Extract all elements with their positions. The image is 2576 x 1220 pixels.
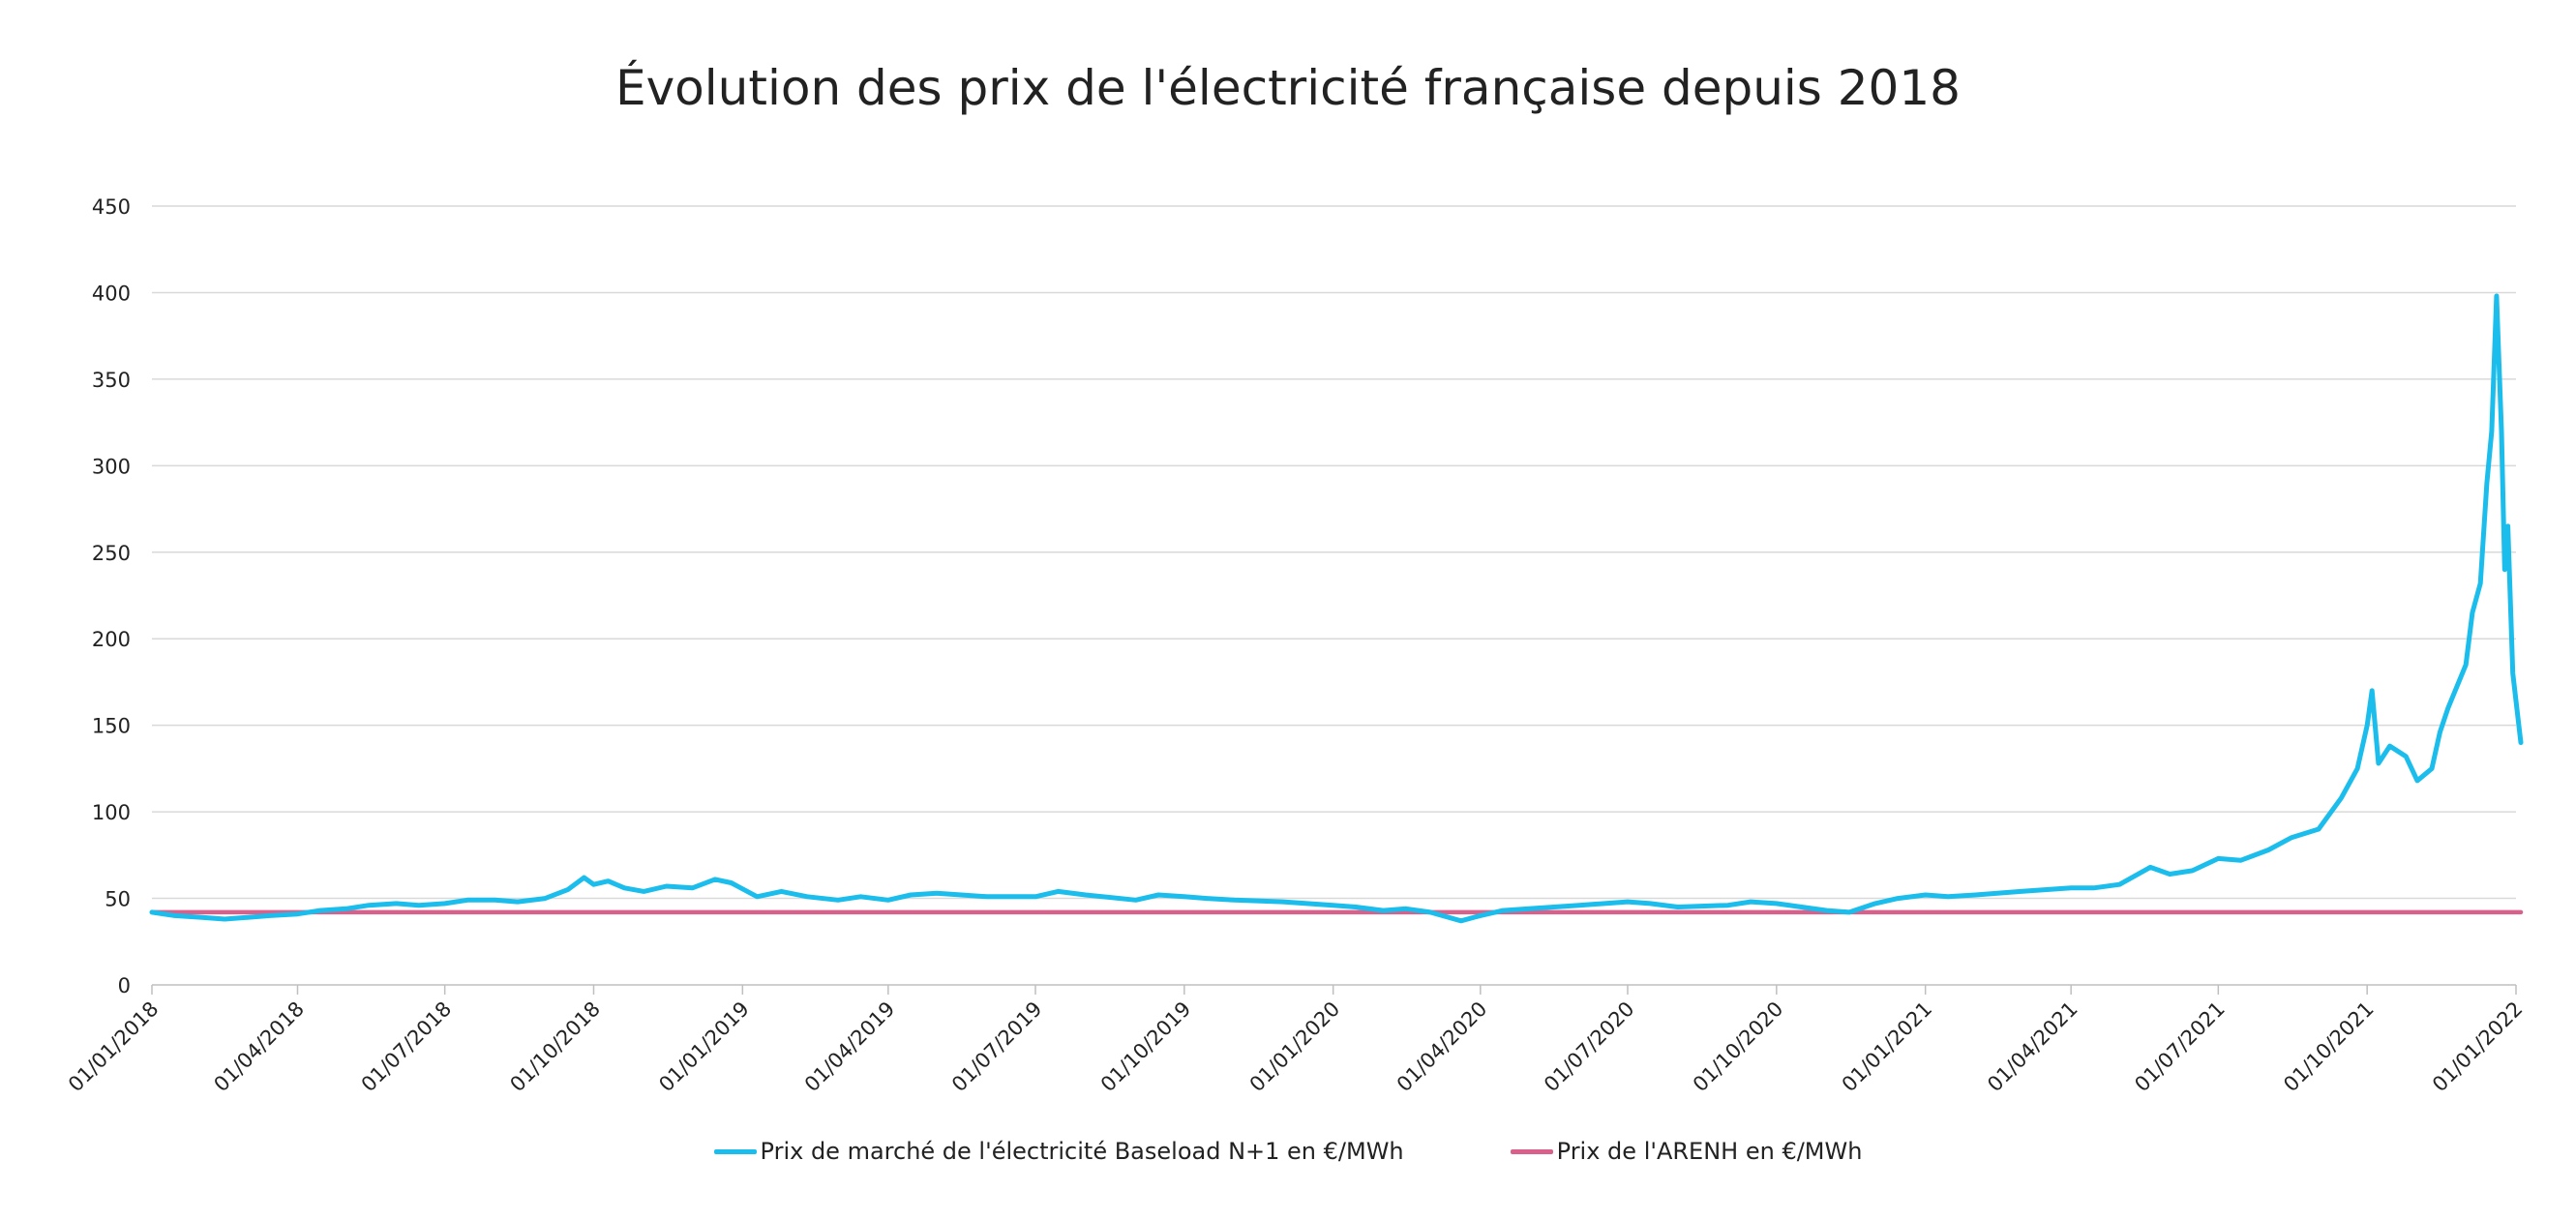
x-tick-label: 01/04/2018 <box>209 997 309 1097</box>
x-tick-label: 01/01/2018 <box>64 997 164 1097</box>
x-tick-label: 01/10/2020 <box>1689 997 1788 1097</box>
series-lines <box>149 293 2524 924</box>
x-tick-label: 01/10/2021 <box>2279 997 2379 1097</box>
series-line-market-price <box>149 293 2524 924</box>
y-tick-label: 100 <box>92 801 131 824</box>
chart-title: Évolution des prix de l'électricité fran… <box>615 60 1961 116</box>
y-tick-label: 400 <box>92 282 131 305</box>
x-tick-label: 01/01/2022 <box>2428 997 2528 1097</box>
y-tick-label: 250 <box>92 542 131 565</box>
y-tick-label: 0 <box>118 974 131 997</box>
x-tick-label: 01/07/2021 <box>2130 997 2230 1097</box>
y-tick-label: 350 <box>92 369 131 392</box>
legend-swatch-arenh <box>1510 1148 1553 1154</box>
y-tick-label: 150 <box>92 715 131 738</box>
y-tick-label: 300 <box>92 455 131 478</box>
legend-swatch-market-price <box>713 1148 757 1154</box>
legend-item-arenh: Prix de l'ARENH en €/MWh <box>1510 1138 1863 1165</box>
x-tick-label: 01/01/2021 <box>1838 997 1937 1097</box>
axes <box>151 984 2517 995</box>
x-tick-labels: 01/01/2018 01/04/2018 01/07/2018 01/10/2018… <box>64 997 2528 1097</box>
x-tick-label: 01/01/2020 <box>1245 997 1345 1097</box>
x-tick-label: 01/07/2020 <box>1540 997 1639 1097</box>
y-tick-label: 200 <box>92 628 131 651</box>
legend-item-market-price: Prix de marché de l'électricité Baseload… <box>713 1138 1404 1165</box>
x-tick-label: 01/07/2018 <box>357 997 457 1097</box>
legend-label-market-price: Prix de marché de l'électricité Baseload… <box>760 1138 1404 1165</box>
y-tick-label: 50 <box>105 888 131 911</box>
x-tick-label: 01/10/2019 <box>1096 997 1196 1097</box>
x-tick-label: 01/04/2019 <box>800 997 900 1097</box>
legend-label-arenh: Prix de l'ARENH en €/MWh <box>1556 1138 1863 1165</box>
x-tick-label: 01/04/2021 <box>1983 997 2082 1097</box>
gridlines <box>152 205 2516 900</box>
x-tick-label: 01/04/2020 <box>1393 997 1492 1097</box>
x-tick-label: 01/01/2019 <box>654 997 754 1097</box>
x-tick-label: 01/10/2018 <box>505 997 605 1097</box>
x-tick-label: 01/07/2019 <box>947 997 1047 1097</box>
legend: Prix de marché de l'électricité Baseload… <box>0 1138 2576 1165</box>
y-tick-label: 450 <box>92 195 131 219</box>
y-tick-labels: 0 50 100 150 200 250 300 350 400 450 <box>92 195 131 997</box>
